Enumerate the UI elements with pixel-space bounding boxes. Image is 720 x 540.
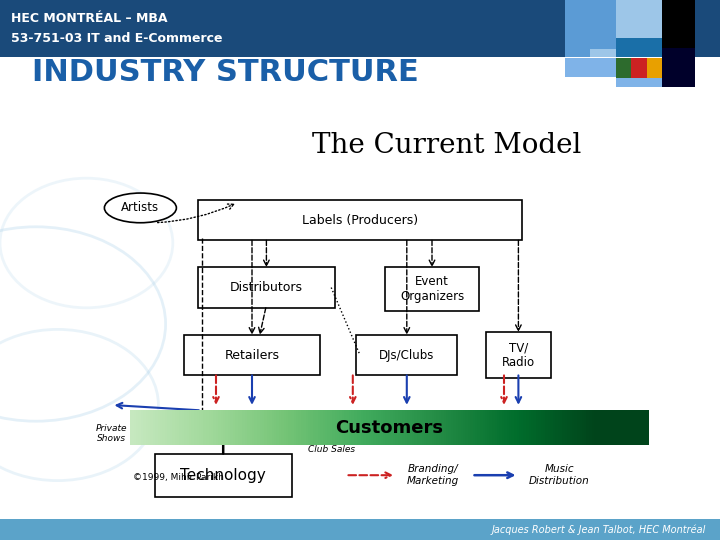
Text: Event
Organizers: Event Organizers [400, 275, 464, 303]
Text: Jacques Robert & Jean Talbot, HEC Montréal: Jacques Robert & Jean Talbot, HEC Montré… [491, 524, 706, 535]
Text: Customers: Customers [335, 419, 443, 437]
Text: Labels (Producers): Labels (Producers) [302, 213, 418, 227]
FancyBboxPatch shape [184, 335, 320, 375]
Text: 53-751-03 IT and E-Commerce: 53-751-03 IT and E-Commerce [11, 31, 222, 45]
Text: Branding/
Marketing: Branding/ Marketing [407, 464, 459, 486]
Text: DJs/Clubs: DJs/Clubs [379, 348, 434, 362]
Text: CD/
Cassettes: CD/ Cassettes [251, 424, 296, 443]
FancyBboxPatch shape [198, 200, 522, 240]
Text: HEC MONTRÉAL – MBA: HEC MONTRÉAL – MBA [11, 12, 167, 25]
Text: Technology: Technology [180, 468, 266, 483]
Bar [565, 58, 616, 77]
Text: Community: Community [374, 424, 426, 433]
Bar [631, 58, 647, 78]
FancyBboxPatch shape [198, 267, 335, 308]
Bar [565, 0, 616, 49]
Text: Artists: Artists [122, 201, 159, 214]
Bar [647, 58, 663, 78]
Bar [616, 38, 662, 57]
Text: Music
Distribution: Music Distribution [529, 464, 590, 486]
Bar [0, 0, 720, 57]
Bar [616, 78, 662, 87]
FancyBboxPatch shape [155, 454, 292, 497]
Bar [662, 0, 695, 49]
Bar [616, 58, 631, 78]
Text: Private
Shows: Private Shows [96, 424, 127, 443]
Bar [0, 519, 720, 540]
Text: TV/
Radio: TV/ Radio [502, 341, 535, 369]
Text: Promotion/
Merchandise: Promotion/ Merchandise [166, 424, 223, 443]
Bar [616, 0, 662, 38]
Text: Public
Shows: Public Shows [443, 424, 472, 443]
FancyBboxPatch shape [385, 267, 479, 310]
Text: The Current Model: The Current Model [312, 132, 581, 159]
Text: INDUSTRY STRUCTURE: INDUSTRY STRUCTURE [32, 58, 419, 87]
Bar [662, 48, 695, 87]
Text: Distributors: Distributors [230, 281, 303, 294]
Text: ©1999, Mihir Parikh: ©1999, Mihir Parikh [133, 474, 224, 482]
Text: Direct
Member
Club Sales: Direct Member Club Sales [307, 424, 355, 454]
Bar [565, 49, 590, 57]
Ellipse shape [104, 193, 176, 222]
Bar [590, 49, 616, 57]
Text: Retailers: Retailers [225, 348, 279, 362]
Text: Adv/
Sample: Adv/ Sample [498, 424, 531, 443]
FancyBboxPatch shape [356, 335, 457, 375]
FancyBboxPatch shape [486, 332, 551, 378]
